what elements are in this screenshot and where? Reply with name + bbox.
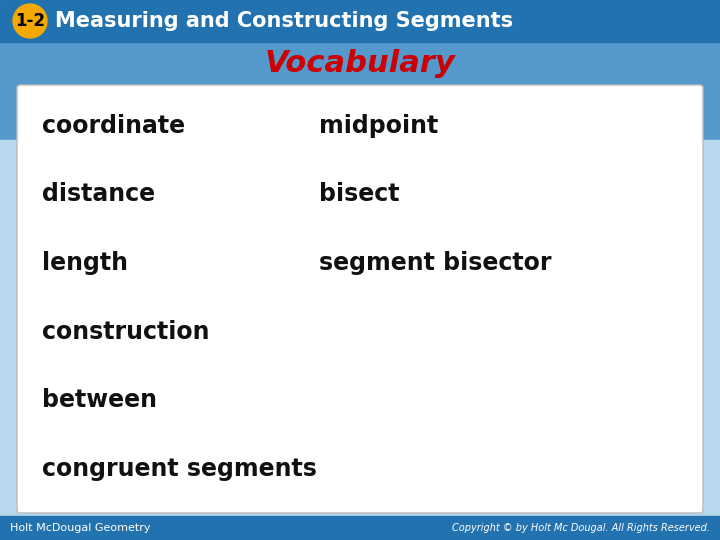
Text: Copyright © by Holt Mc Dougal. All Rights Reserved.: Copyright © by Holt Mc Dougal. All Right…: [452, 523, 710, 533]
Text: Measuring and Constructing Segments: Measuring and Constructing Segments: [55, 11, 513, 31]
Text: Vocabulary: Vocabulary: [265, 50, 455, 78]
Bar: [0, 140, 720, 540]
Text: distance: distance: [42, 183, 155, 206]
Circle shape: [13, 4, 47, 38]
Bar: [0, 0, 720, 42]
Bar: [0, 0, 720, 140]
Text: length: length: [42, 251, 128, 275]
Text: 1-2: 1-2: [15, 12, 45, 30]
Text: coordinate: coordinate: [42, 114, 185, 138]
FancyBboxPatch shape: [17, 85, 703, 513]
Text: segment bisector: segment bisector: [319, 251, 552, 275]
Text: construction: construction: [42, 320, 210, 344]
Text: Holt McDougal Geometry: Holt McDougal Geometry: [10, 523, 150, 533]
Text: between: between: [42, 388, 157, 413]
Text: bisect: bisect: [319, 183, 400, 206]
Text: midpoint: midpoint: [319, 114, 438, 138]
Bar: [0, 516, 720, 540]
Text: congruent segments: congruent segments: [42, 457, 317, 481]
